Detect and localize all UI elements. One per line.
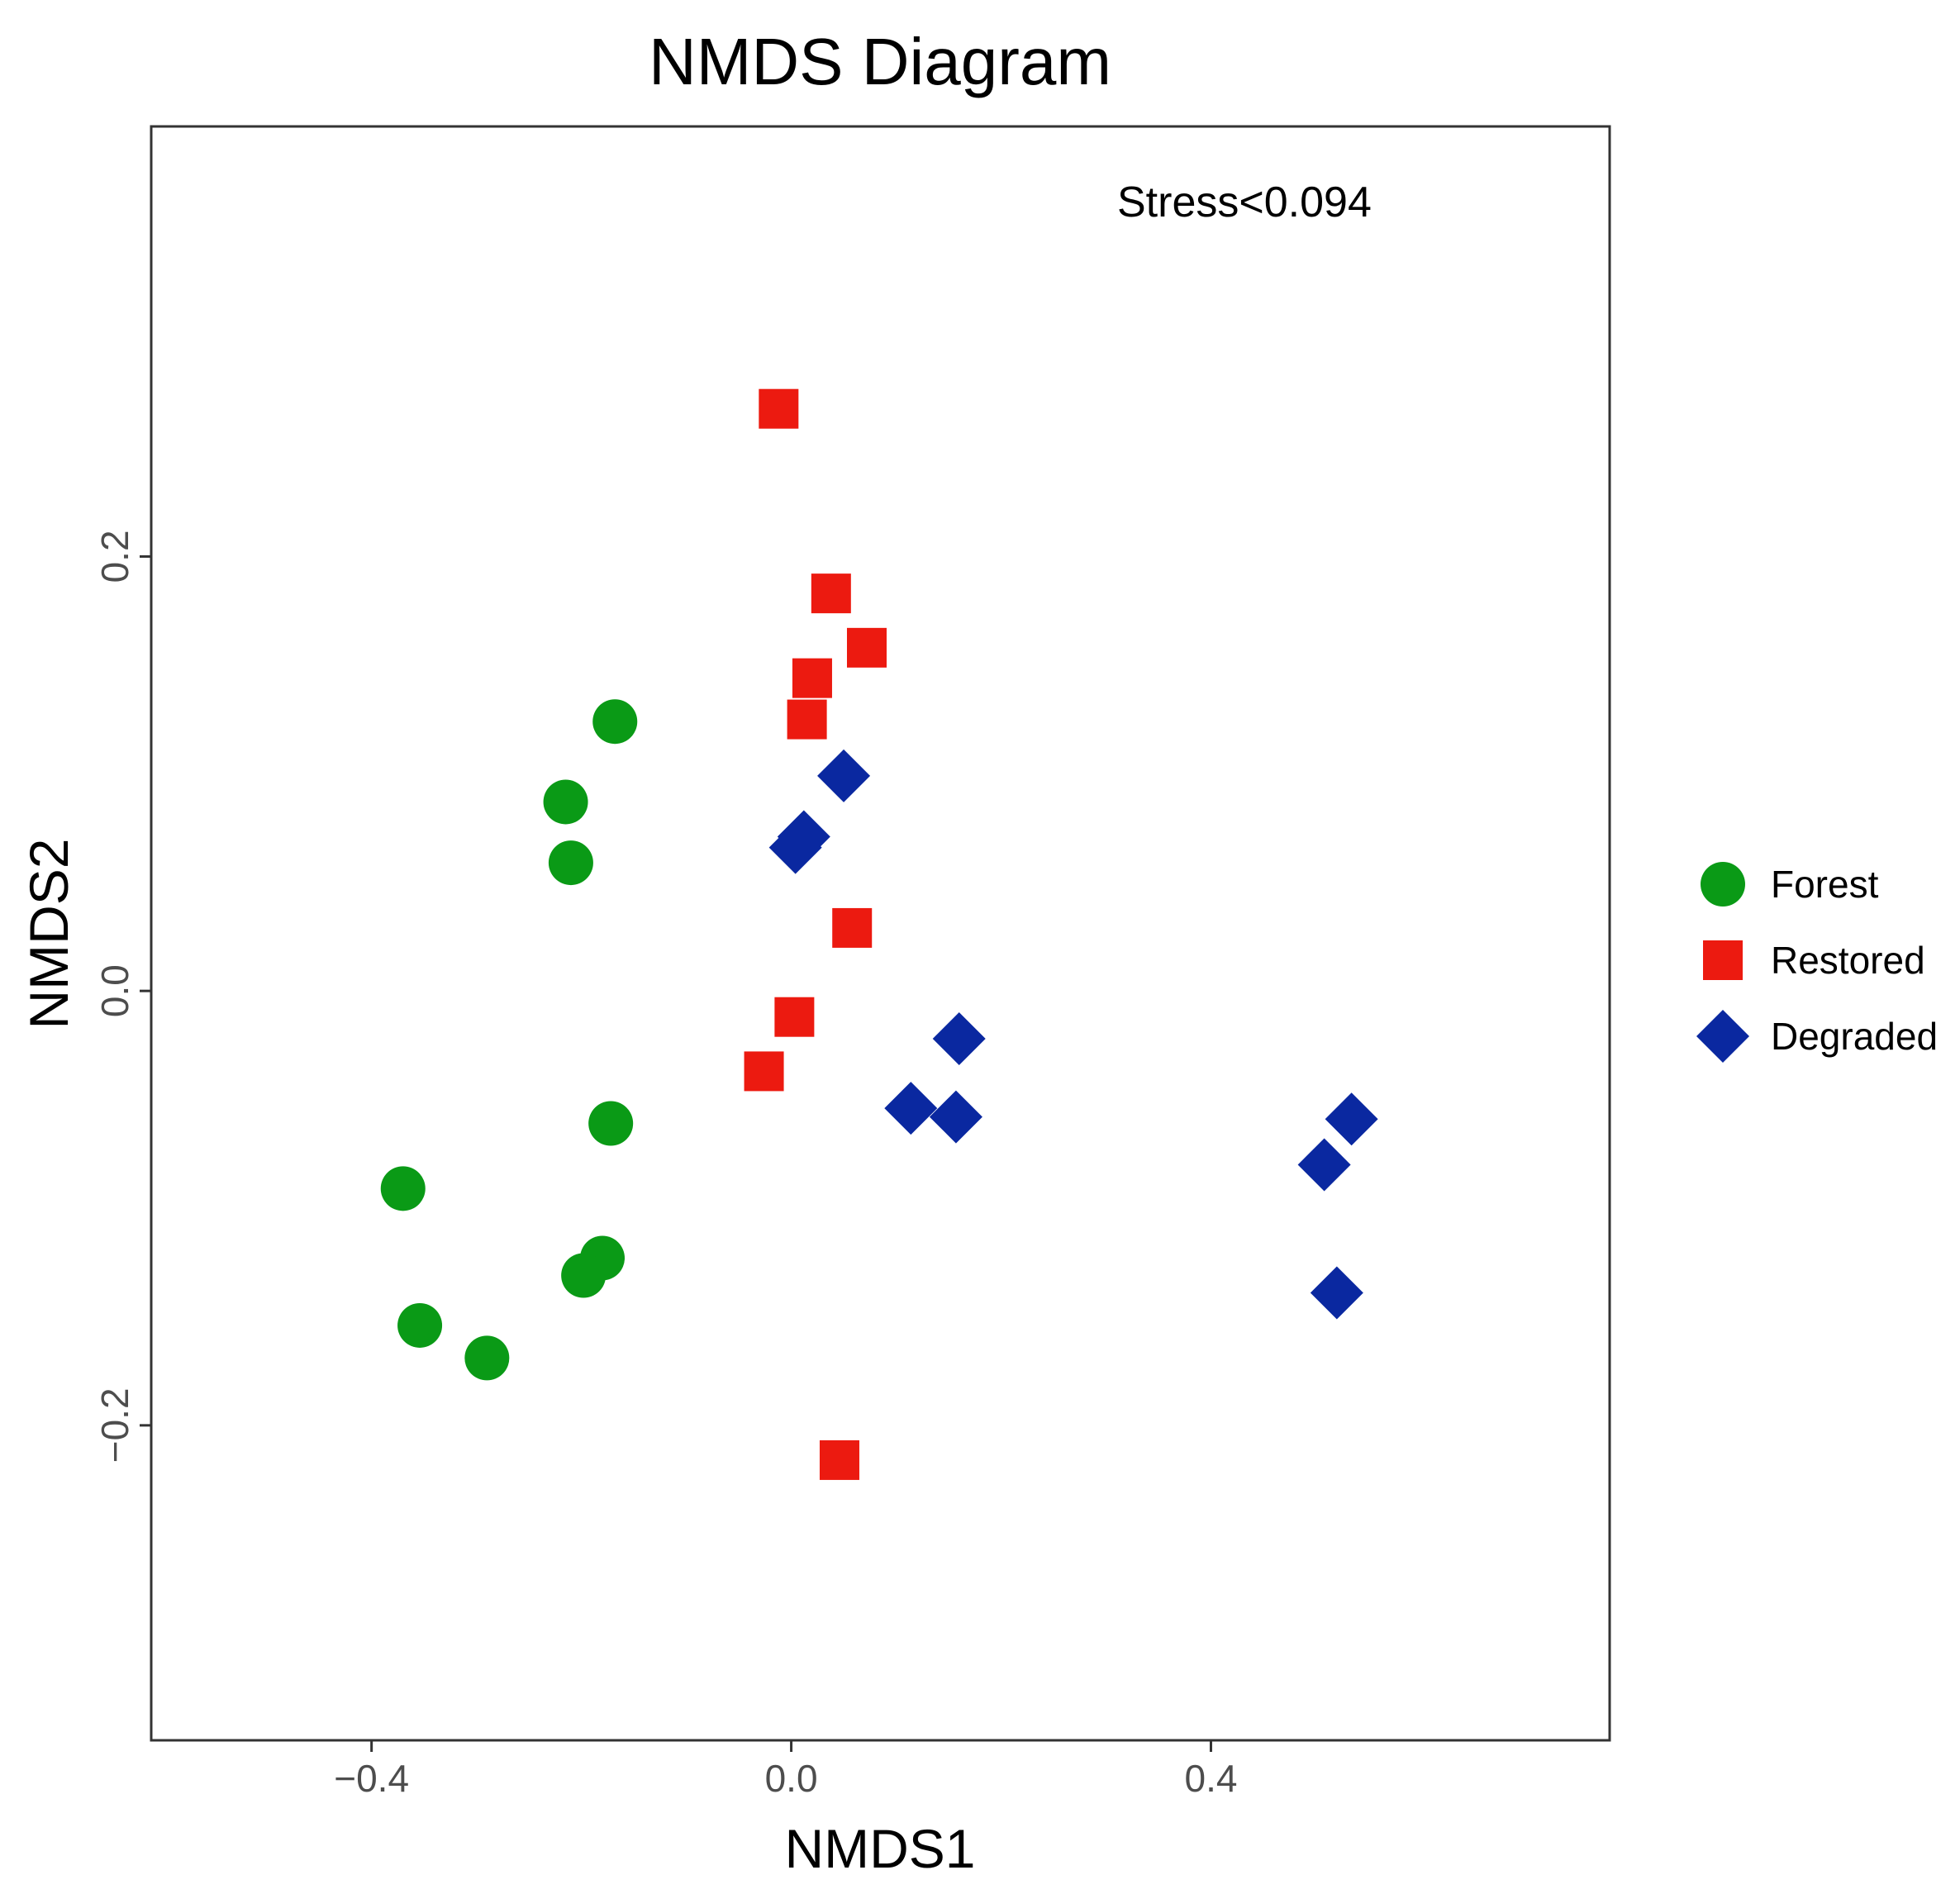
legend: Forest Restored Degraded: [1696, 862, 1938, 1063]
forest-point: [397, 1302, 443, 1348]
restored-point: [819, 1440, 859, 1480]
forest-point: [464, 1335, 510, 1381]
legend-forest-label: Forest: [1771, 863, 1879, 906]
x-axis-ticks: −0.4 0.0 0.4: [334, 1740, 1237, 1800]
forest-point: [592, 699, 638, 745]
x-tick-label: 0.0: [765, 1757, 818, 1800]
restored-point: [792, 658, 832, 698]
y-tick-label: 0.2: [93, 530, 136, 583]
legend-restored-label: Restored: [1771, 939, 1925, 982]
x-axis-label: NMDS1: [784, 1818, 975, 1879]
x-tick-label: −0.4: [334, 1757, 409, 1800]
y-tick-label: −0.2: [93, 1387, 136, 1463]
y-tick-label: 0.0: [93, 964, 136, 1017]
forest-point: [380, 1166, 426, 1211]
restored-point: [759, 388, 799, 429]
forest-point: [588, 1101, 634, 1146]
degraded-point: [1325, 1092, 1378, 1146]
degraded-point: [884, 1082, 938, 1135]
degraded-point: [817, 749, 871, 802]
forest-point: [561, 1253, 607, 1298]
restored-point: [811, 573, 851, 614]
restored-point: [787, 699, 827, 740]
forest-point: [543, 779, 588, 825]
y-axis-ticks: −0.2 0.0 0.2: [93, 530, 151, 1463]
chart-title: NMDS Diagram: [649, 25, 1111, 98]
stress-annotation: Stress<0.094: [1117, 178, 1372, 226]
legend-restored-key: [1703, 940, 1743, 980]
degraded-point: [1297, 1138, 1351, 1192]
degraded-point: [932, 1011, 986, 1065]
degraded-point: [777, 810, 830, 864]
y-axis-label: NMDS2: [18, 838, 79, 1029]
legend-forest-key: [1701, 862, 1745, 907]
restored-point: [832, 907, 873, 948]
plot-panel: [150, 125, 1611, 1742]
x-tick-label: 0.4: [1185, 1757, 1238, 1800]
degraded-point: [929, 1090, 982, 1144]
legend-degraded-label: Degraded: [1771, 1015, 1938, 1058]
restored-point: [744, 1051, 784, 1092]
degraded-point: [1310, 1266, 1363, 1320]
restored-point: [774, 997, 815, 1037]
forest-point: [548, 840, 593, 886]
data-points: [380, 388, 1378, 1480]
legend-degraded-key: [1696, 1010, 1749, 1063]
restored-point: [846, 627, 887, 668]
